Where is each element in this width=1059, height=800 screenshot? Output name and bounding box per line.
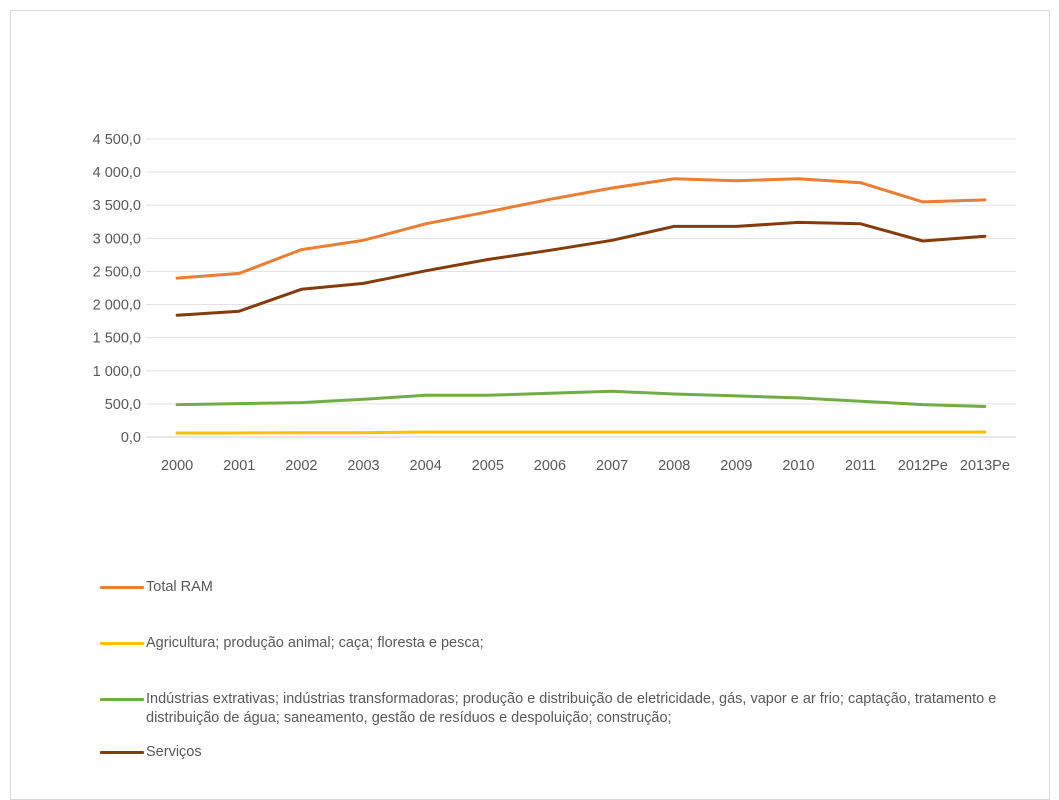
x-tick-label: 2005	[472, 458, 504, 474]
x-tick-label: 2009	[720, 458, 752, 474]
y-tick-label: 4 500,0	[93, 132, 141, 148]
series-lines	[175, 177, 987, 435]
series-line-1	[175, 430, 987, 435]
legend-swatch-agricultura	[100, 642, 144, 645]
series-line-3	[175, 220, 987, 317]
x-tick-label: 2013Pe	[960, 458, 1010, 474]
x-tick-label: 2002	[285, 458, 317, 474]
series-line-0	[175, 177, 987, 280]
x-tick-label: 2011	[845, 458, 876, 474]
x-axis-tick-labels: 2000 2001 2002 2003 2004 2005 2006 2007 2008 2009…	[161, 458, 1010, 474]
y-axis-tick-labels: 0,0 500,0 1 000,0 1 500,0 2 000,0 2 500,0 3 00…	[93, 132, 141, 446]
series-line-2	[175, 389, 987, 408]
y-tick-label: 1 500,0	[93, 331, 141, 347]
legend-swatch-total-ram	[100, 586, 144, 589]
y-tick-label: 2 000,0	[93, 298, 141, 314]
legend-swatch-industrias	[100, 698, 144, 701]
y-tick-label: 4 000,0	[93, 165, 141, 181]
legend-swatch-servicos	[100, 751, 144, 754]
line-chart: 0,0 500,0 1 000,0 1 500,0 2 000,0 2 500,0 3 00…	[93, 132, 1016, 474]
x-tick-label: 2006	[534, 458, 566, 474]
x-tick-label: 2001	[223, 458, 255, 474]
legend-item-total-ram: Total RAM	[100, 578, 1030, 597]
legend-item-agricultura: Agricultura; produção animal; caça; flor…	[100, 634, 1030, 653]
x-tick-label: 2003	[347, 458, 379, 474]
legend-label-total-ram: Total RAM	[146, 579, 213, 595]
y-tick-label: 3 000,0	[93, 231, 141, 247]
x-tick-label: 2012Pe	[898, 458, 948, 474]
gridlines	[146, 138, 1016, 438]
legend-label-servicos: Serviços	[146, 744, 202, 760]
y-tick-label: 1 000,0	[93, 364, 141, 380]
legend-item-industrias: Indústrias extrativas; indústrias transf…	[100, 690, 1030, 728]
y-tick-label: 2 500,0	[93, 264, 141, 280]
x-tick-label: 2007	[596, 458, 628, 474]
y-tick-label: 3 500,0	[93, 198, 141, 214]
legend-label-industrias: Indústrias extrativas; indústrias transf…	[146, 691, 997, 726]
y-tick-label: 0,0	[121, 430, 141, 446]
x-tick-label: 2008	[658, 458, 690, 474]
x-tick-label: 2010	[782, 458, 814, 474]
legend-label-agricultura: Agricultura; produção animal; caça; flor…	[146, 635, 484, 651]
legend: Total RAM Agricultura; produção animal; …	[100, 578, 1030, 762]
x-tick-label: 2000	[161, 458, 193, 474]
legend-item-servicos: Serviços	[100, 743, 1030, 762]
y-tick-label: 500,0	[105, 397, 141, 413]
x-tick-label: 2004	[410, 458, 442, 474]
